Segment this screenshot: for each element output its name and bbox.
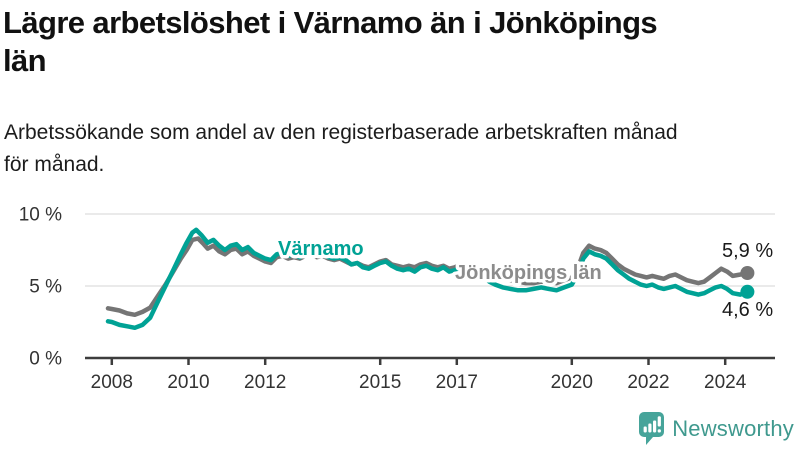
x-tick-label: 2017 (436, 372, 478, 393)
chart-subtitle-line-1: Arbetssökande som andel av den registerb… (4, 121, 678, 144)
x-tick-label: 2015 (359, 372, 401, 393)
page-title: Lägre arbetslöshet i Värnamo än i Jönköp… (3, 4, 793, 80)
x-tick-label: 2010 (167, 372, 209, 393)
y-tick-label: 10 % (19, 205, 62, 226)
x-tick-label: 2020 (551, 372, 593, 393)
chart-subtitle: Arbetssökande som andel av den registerb… (4, 117, 774, 181)
series-end-value-label: 5,9 % (722, 240, 773, 262)
x-tick-label: 2024 (704, 372, 747, 393)
series-label-halo: Värnamo (278, 238, 364, 260)
series-label: Värnamo (278, 238, 364, 260)
bar-chart-speech-bubble-icon (639, 412, 665, 445)
newsworthy-logo-text: Newsworthy (672, 416, 794, 441)
series-end-dot (740, 284, 755, 299)
page-title-line-1: Lägre arbetslöshet i Värnamo än i Jönköp… (3, 5, 658, 40)
page-title-line-2: län (3, 43, 47, 79)
x-tick-label: 2012 (244, 372, 286, 393)
unemployment-line-chart: 2008 2010 2012 2015 2017 2020 2022 2024 0 % 5 % 10… (19, 205, 775, 393)
series-label: Jönköpings län (455, 262, 602, 284)
series-line-1 (105, 227, 750, 331)
y-tick-label: 0 % (29, 349, 62, 370)
x-tick-label: 2022 (627, 372, 669, 393)
x-tick-label: 2008 (91, 372, 133, 393)
series-line-0 (105, 236, 750, 318)
y-tick-label: 5 % (29, 277, 62, 298)
newsworthy-logo[interactable]: Newsworthy (638, 411, 794, 447)
chart-subtitle-line-2: för månad. (4, 152, 105, 176)
series-label-halo: Jönköpings län (455, 262, 602, 284)
series-end-dot (740, 266, 755, 280)
series-end-value-label: 4,6 % (722, 299, 773, 321)
